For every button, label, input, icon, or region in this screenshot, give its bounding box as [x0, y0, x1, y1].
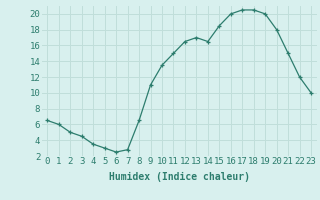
X-axis label: Humidex (Indice chaleur): Humidex (Indice chaleur)	[109, 172, 250, 182]
